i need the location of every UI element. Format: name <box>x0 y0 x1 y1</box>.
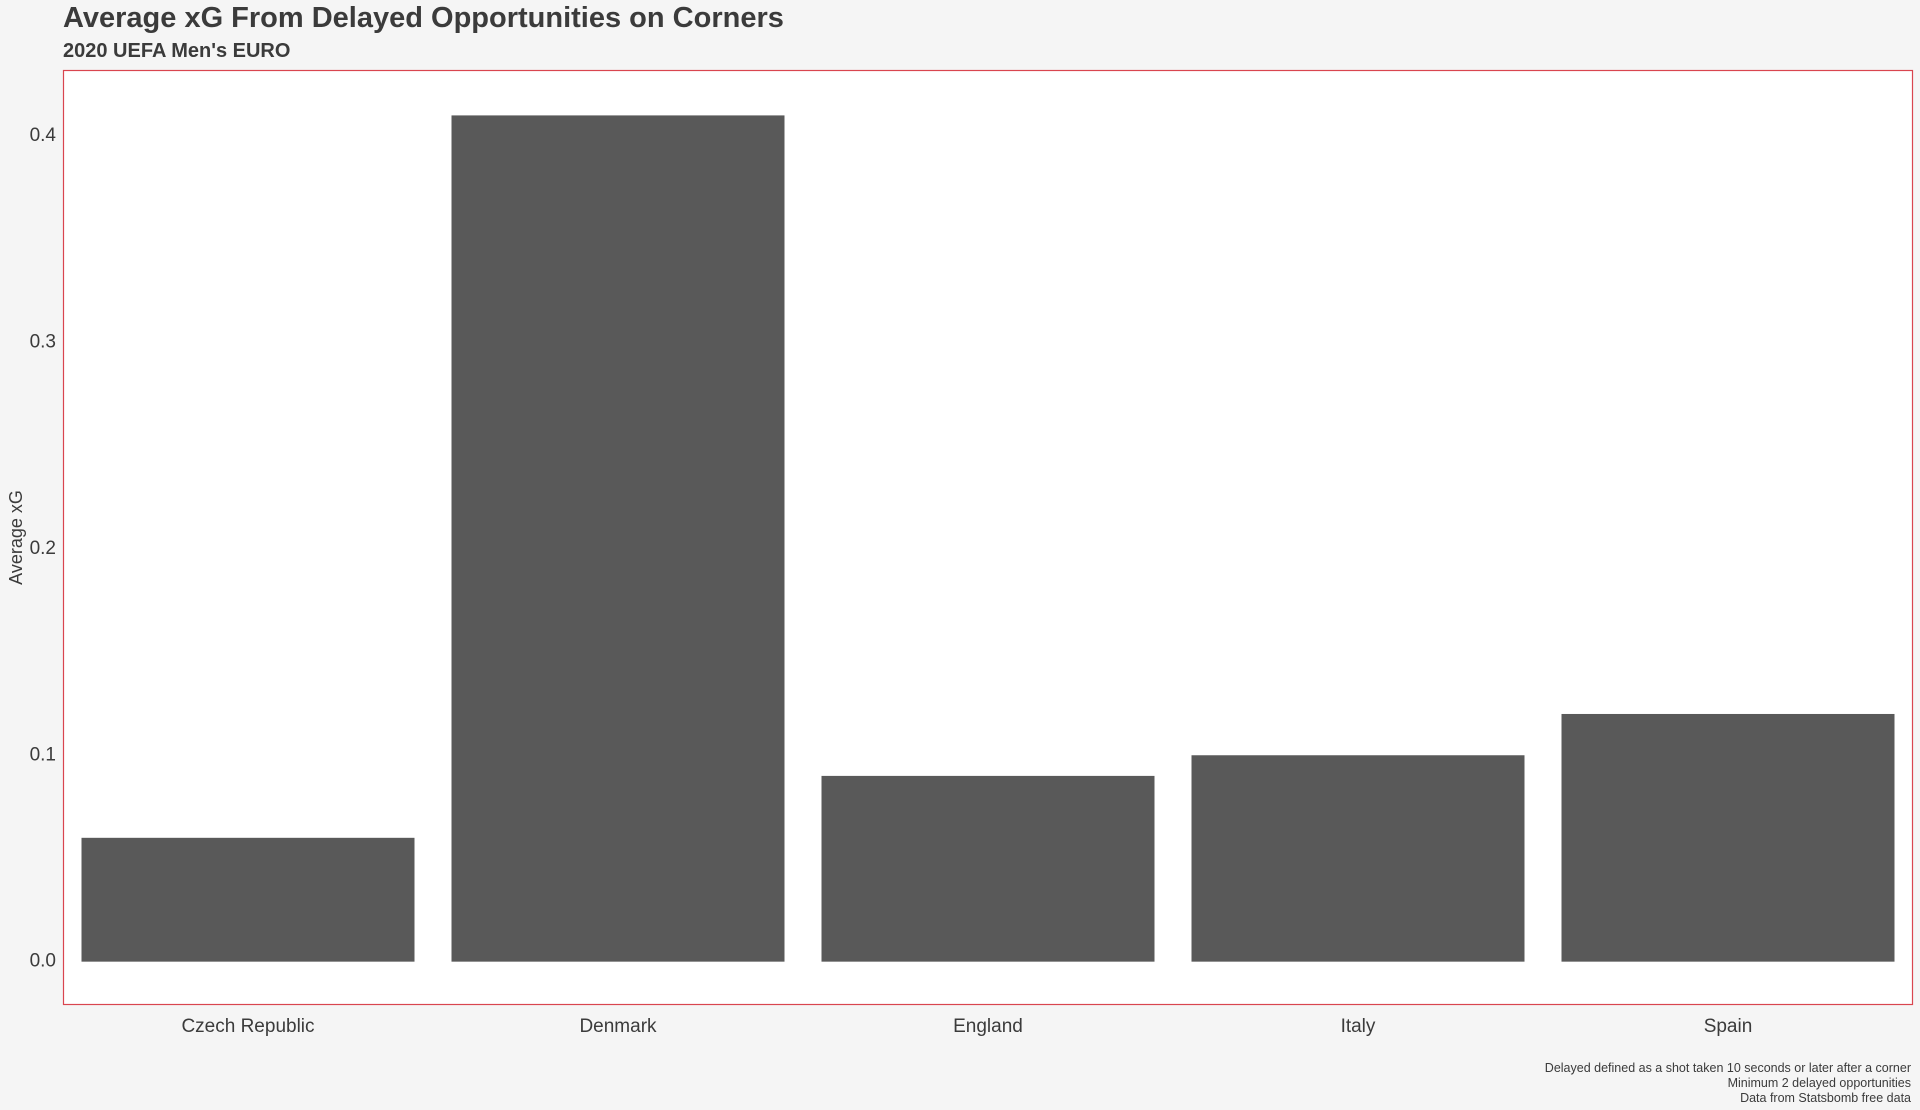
y-tick-label: 0.1 <box>30 744 56 765</box>
x-tick-label: Czech Republic <box>181 1016 314 1037</box>
y-tick-label: 0.2 <box>30 538 56 559</box>
caption-line-definition: Delayed defined as a shot taken 10 secon… <box>1544 1061 1911 1075</box>
chart-subtitle: 2020 UEFA Men's EURO <box>63 40 291 62</box>
x-axis-ticks: Czech Republic Denmark England Italy Spain <box>181 1016 1752 1037</box>
x-tick-label: Spain <box>1704 1016 1753 1037</box>
plot-panel-border <box>62 69 1914 1006</box>
bars-group <box>81 115 1895 962</box>
x-tick-label: Italy <box>1341 1016 1376 1037</box>
x-tick-label: England <box>953 1016 1023 1037</box>
caption-line-source: Data from Statsbomb free data <box>1740 1091 1911 1105</box>
bar-czech-republic <box>81 837 415 962</box>
y-tick-label: 0.4 <box>30 125 57 146</box>
caption-line-minimum: Minimum 2 delayed opportunities <box>1727 1076 1911 1090</box>
bar-spain <box>1561 713 1895 962</box>
chart-title: Average xG From Delayed Opportunities on… <box>63 2 784 34</box>
y-tick-label: 0.0 <box>30 951 56 972</box>
y-tick-label: 0.3 <box>30 331 56 352</box>
y-axis-ticks: 0.0 0.1 0.2 0.3 0.4 <box>30 125 57 972</box>
x-tick-label: Denmark <box>579 1016 657 1037</box>
bar-italy <box>1191 755 1525 962</box>
bar-england <box>821 775 1155 962</box>
bar-denmark <box>451 115 785 962</box>
caption: Delayed defined as a shot taken 10 secon… <box>1545 1061 1911 1106</box>
y-axis-title: Average xG <box>6 490 26 585</box>
